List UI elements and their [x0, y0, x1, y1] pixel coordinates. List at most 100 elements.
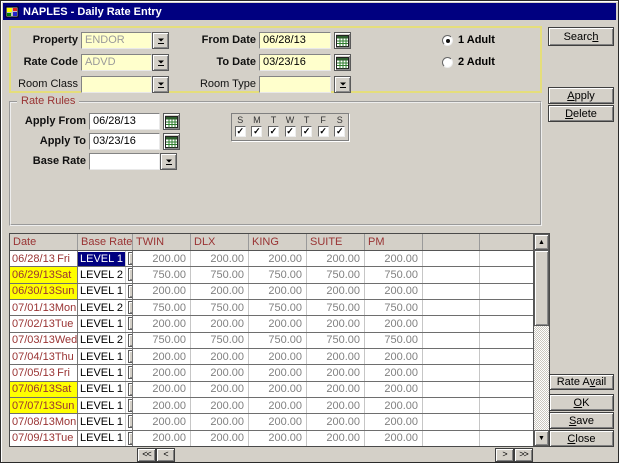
- rate-cell-pm[interactable]: 750.00: [365, 299, 423, 316]
- rate-cell-king[interactable]: 200.00: [249, 414, 307, 430]
- base-rate-dropdown-button[interactable]: [128, 317, 132, 331]
- base-rate-value-area[interactable]: LEVEL 2: [78, 267, 127, 283]
- rate-cell-king[interactable]: 200.00: [249, 381, 307, 397]
- rate-cell-suite[interactable]: 200.00: [307, 283, 365, 299]
- apply-from-calendar-button[interactable]: [163, 113, 180, 130]
- rate-cell-pm[interactable]: 750.00: [365, 332, 423, 348]
- base-rate-value[interactable]: LEVEL 1: [80, 366, 124, 379]
- base-rate-dropdown-button[interactable]: [128, 333, 132, 347]
- base-rate-value-area[interactable]: LEVEL 1: [78, 414, 127, 430]
- rate-cell-twin[interactable]: 200.00: [133, 397, 191, 414]
- rate-cell-suite[interactable]: 200.00: [307, 381, 365, 397]
- scroll-down-button[interactable]: ▼: [534, 430, 549, 446]
- rate-cell-twin[interactable]: 200.00: [133, 251, 191, 267]
- rate-cell-dlx[interactable]: 200.00: [191, 430, 249, 446]
- base-rate-value[interactable]: LEVEL 2: [80, 268, 124, 281]
- base-rate-value[interactable]: LEVEL 1: [80, 432, 124, 445]
- page-next-button[interactable]: >: [495, 448, 514, 462]
- rate-cell-king[interactable]: 200.00: [249, 397, 307, 414]
- scrollbar-track[interactable]: [534, 326, 549, 430]
- room-type-dropdown-button[interactable]: [334, 76, 351, 93]
- rate-cell-twin[interactable]: 200.00: [133, 414, 191, 430]
- rate-cell-dlx[interactable]: 200.00: [191, 414, 249, 430]
- rate-cell-pm[interactable]: 200.00: [365, 365, 423, 381]
- weekday-checkbox[interactable]: ✓: [317, 126, 329, 137]
- base-rate-value[interactable]: LEVEL 1: [80, 285, 124, 298]
- base-rate-dropdown-button[interactable]: [160, 153, 177, 170]
- rate-cell-suite[interactable]: 200.00: [307, 365, 365, 381]
- base-rate-value-area[interactable]: LEVEL 2: [78, 332, 127, 348]
- weekday-checkbox[interactable]: ✓: [334, 126, 346, 137]
- page-prev-button[interactable]: <: [156, 448, 175, 462]
- radio-1-adult[interactable]: [442, 34, 453, 46]
- rate-cell-dlx[interactable]: 200.00: [191, 397, 249, 414]
- rate-cell-dlx[interactable]: 750.00: [191, 332, 249, 348]
- rate-cell-twin[interactable]: 200.00: [133, 381, 191, 397]
- rate-cell-dlx[interactable]: 200.00: [191, 348, 249, 365]
- base-rate-value[interactable]: LEVEL 1: [80, 415, 124, 428]
- rate-cell-pm[interactable]: 200.00: [365, 397, 423, 414]
- base-rate-value-area[interactable]: LEVEL 1: [78, 348, 127, 365]
- base-rate-dropdown-button[interactable]: [128, 350, 132, 364]
- rate-cell-dlx[interactable]: 200.00: [191, 251, 249, 267]
- from-date-field[interactable]: 06/28/13: [259, 32, 331, 49]
- from-date-calendar-button[interactable]: [334, 32, 351, 49]
- page-first-button[interactable]: <<: [137, 448, 156, 462]
- search-button[interactable]: Searc h: [548, 27, 614, 46]
- base-rate-dropdown-button[interactable]: [128, 301, 132, 315]
- base-rate-value[interactable]: LEVEL 1: [80, 350, 124, 363]
- base-rate-dropdown-button[interactable]: [128, 399, 132, 413]
- property-field[interactable]: ENDOR: [81, 32, 152, 49]
- weekday-checkbox[interactable]: ✓: [234, 126, 246, 137]
- rate-cell-suite[interactable]: 200.00: [307, 430, 365, 446]
- rate-code-field[interactable]: ADVD: [81, 54, 152, 71]
- base-rate-dropdown-button[interactable]: [128, 284, 132, 298]
- base-rate-dropdown-button[interactable]: [128, 415, 132, 429]
- base-rate-value-area[interactable]: LEVEL 1: [78, 251, 127, 267]
- base-rate-value-area[interactable]: LEVEL 1: [78, 397, 127, 414]
- base-rate-value[interactable]: LEVEL 1: [80, 317, 124, 330]
- weekday-checkbox[interactable]: ✓: [284, 126, 296, 137]
- rate-cell-dlx[interactable]: 200.00: [191, 365, 249, 381]
- rate-cell-dlx[interactable]: 750.00: [191, 267, 249, 283]
- rate-cell-twin[interactable]: 200.00: [133, 316, 191, 332]
- to-date-field[interactable]: 03/23/16: [259, 54, 331, 71]
- base-rate-value[interactable]: LEVEL 1: [80, 383, 124, 396]
- weekday-checkbox[interactable]: ✓: [301, 126, 313, 137]
- rate-cell-pm[interactable]: 200.00: [365, 430, 423, 446]
- rate-cell-pm[interactable]: 200.00: [365, 283, 423, 299]
- rate-cell-suite[interactable]: 200.00: [307, 397, 365, 414]
- rate-cell-king[interactable]: 200.00: [249, 283, 307, 299]
- base-rate-field[interactable]: [89, 153, 160, 170]
- base-rate-value-area[interactable]: LEVEL 1: [78, 430, 127, 446]
- rate-cell-pm[interactable]: 200.00: [365, 251, 423, 267]
- base-rate-value[interactable]: LEVEL 2: [80, 334, 124, 347]
- rate-cell-twin[interactable]: 750.00: [133, 299, 191, 316]
- base-rate-dropdown-button[interactable]: [128, 268, 132, 282]
- title-bar[interactable]: NAPLES - Daily Rate Entry: [3, 3, 616, 20]
- rate-cell-suite[interactable]: 750.00: [307, 299, 365, 316]
- base-rate-value-area[interactable]: LEVEL 2: [78, 299, 127, 316]
- rate-cell-pm[interactable]: 200.00: [365, 348, 423, 365]
- rate-code-dropdown-button[interactable]: [152, 54, 169, 71]
- apply-from-field[interactable]: 06/28/13: [89, 113, 160, 130]
- rate-cell-dlx[interactable]: 200.00: [191, 381, 249, 397]
- scrollbar-thumb[interactable]: [534, 250, 549, 326]
- rate-cell-pm[interactable]: 200.00: [365, 316, 423, 332]
- rate-cell-twin[interactable]: 750.00: [133, 332, 191, 348]
- rate-cell-suite[interactable]: 750.00: [307, 267, 365, 283]
- page-last-button[interactable]: >>: [514, 448, 533, 462]
- rate-cell-king[interactable]: 200.00: [249, 365, 307, 381]
- scroll-up-button[interactable]: ▲: [534, 234, 549, 250]
- rate-cell-pm[interactable]: 200.00: [365, 414, 423, 430]
- rate-cell-dlx[interactable]: 200.00: [191, 283, 249, 299]
- room-class-field[interactable]: [81, 76, 152, 93]
- apply-to-field[interactable]: 03/23/16: [89, 133, 160, 150]
- base-rate-value-area[interactable]: LEVEL 1: [78, 365, 127, 381]
- to-date-calendar-button[interactable]: [334, 54, 351, 71]
- vertical-scrollbar[interactable]: ▲ ▼: [533, 234, 549, 446]
